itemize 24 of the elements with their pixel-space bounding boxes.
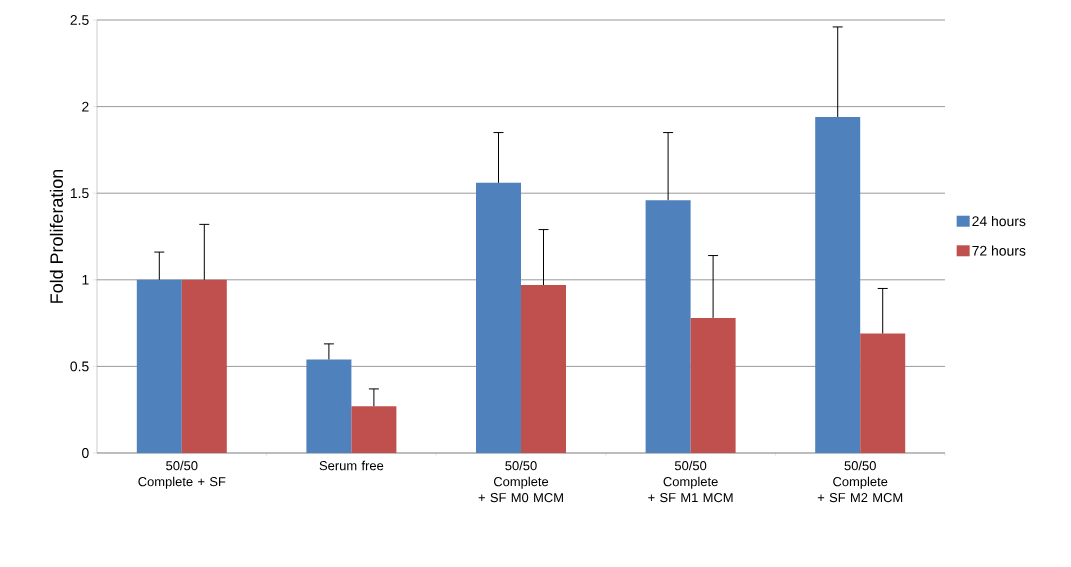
y-tick-label: 0.5 xyxy=(70,361,89,372)
legend-label: 72 hours xyxy=(972,245,1026,256)
bar xyxy=(181,279,227,453)
x-tick-label: 50/50 Complete + SF M1 MCM xyxy=(648,460,733,503)
y-tick-label: 0 xyxy=(82,448,89,458)
y-axis-title: Fold Proliferation xyxy=(49,169,63,303)
x-tick-label: Serum free xyxy=(319,460,384,471)
x-tick-label: 50/50 Complete + SF M2 MCM xyxy=(817,460,903,503)
bar xyxy=(690,317,736,453)
y-tick-label: 2.5 xyxy=(70,15,89,25)
x-tick-label: 50/50 Complete + SF M0 MCM xyxy=(478,460,563,503)
y-tick-label: 2 xyxy=(82,101,89,112)
legend-label: 24 hours xyxy=(972,215,1026,227)
y-tick-label: 1.5 xyxy=(70,188,89,199)
bar xyxy=(136,279,182,453)
bar xyxy=(351,406,397,453)
bar xyxy=(476,182,521,453)
bar xyxy=(860,333,906,453)
y-tick-label: 1 xyxy=(82,275,89,285)
bar xyxy=(521,284,566,453)
bar xyxy=(306,359,352,453)
bar xyxy=(645,200,691,453)
x-tick-label: 50/50 Complete + SF xyxy=(138,460,226,489)
bar xyxy=(815,116,861,453)
